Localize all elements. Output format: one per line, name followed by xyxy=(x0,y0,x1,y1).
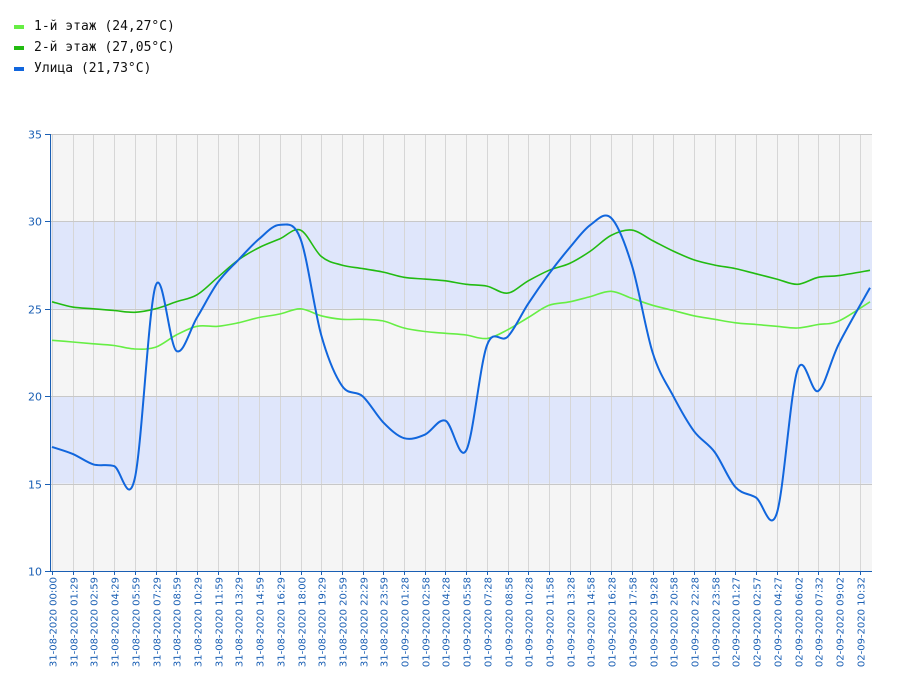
x-tick-label: 31-08-2020 11:59 xyxy=(215,577,226,667)
y-tick-label: 25 xyxy=(28,304,42,317)
legend-swatch-floor1 xyxy=(14,24,24,29)
x-tick-label: 01-09-2020 10:28 xyxy=(525,577,536,667)
plot-area-background xyxy=(50,134,872,571)
x-tick-label: 01-09-2020 08:58 xyxy=(505,577,516,667)
x-tick-label: 01-09-2020 13:28 xyxy=(567,577,578,667)
legend-label-street: Улица (21,73°C) xyxy=(34,61,152,76)
x-tick-label: 31-08-2020 23:59 xyxy=(380,577,391,667)
legend-swatch-street xyxy=(14,66,24,71)
x-tick-label: 01-09-2020 07:28 xyxy=(484,577,495,667)
x-tick-label: 01-09-2020 14:58 xyxy=(587,577,598,667)
x-tick-label: 31-08-2020 13:29 xyxy=(235,577,246,667)
y-tick-label: 30 xyxy=(28,216,42,229)
x-tick-label: 31-08-2020 10:29 xyxy=(194,577,205,667)
x-tick-label: 02-09-2020 01:27 xyxy=(732,577,743,667)
x-tick-label: 01-09-2020 05:58 xyxy=(463,577,474,667)
x-tick-label: 02-09-2020 04:27 xyxy=(774,577,785,667)
x-tick-label: 31-08-2020 07:29 xyxy=(153,577,164,667)
x-tick-label: 01-09-2020 01:28 xyxy=(401,577,412,667)
x-tick-label: 02-09-2020 10:32 xyxy=(857,577,868,667)
x-tick-label: 02-09-2020 09:02 xyxy=(836,577,847,667)
legend-label-floor2: 2-й этаж (27,05°C) xyxy=(34,40,175,55)
x-tick-label: 02-09-2020 06:02 xyxy=(795,577,806,667)
series-line-floor1 xyxy=(51,290,871,351)
y-tick-label: 15 xyxy=(28,479,42,492)
highlight-band-1 xyxy=(50,221,872,309)
legend-item-street: Улица (21,73°C) xyxy=(14,58,175,79)
x-tick-label: 01-09-2020 20:58 xyxy=(670,577,681,667)
x-tick-label: 01-09-2020 16:28 xyxy=(608,577,619,667)
x-tick-label: 02-09-2020 02:57 xyxy=(753,577,764,667)
x-tick-label: 31-08-2020 00:00 xyxy=(49,577,60,667)
x-tick-label: 31-08-2020 18:00 xyxy=(298,577,309,667)
x-tick-label: 31-08-2020 22:29 xyxy=(360,577,371,667)
x-tick-label: 31-08-2020 08:59 xyxy=(173,577,184,667)
y-tick-label: 35 xyxy=(28,129,42,142)
x-tick-label: 01-09-2020 11:58 xyxy=(546,577,557,667)
x-tick-label: 01-09-2020 19:28 xyxy=(650,577,661,667)
x-tick-label: 01-09-2020 17:58 xyxy=(629,577,640,667)
legend-item-floor2: 2-й этаж (27,05°C) xyxy=(14,37,175,58)
x-tick-label: 31-08-2020 05:59 xyxy=(132,577,143,667)
x-tick-label: 01-09-2020 22:28 xyxy=(691,577,702,667)
legend-item-floor1: 1-й этаж (24,27°C) xyxy=(14,16,175,37)
x-tick-label: 01-09-2020 04:28 xyxy=(442,577,453,667)
series-line-floor2 xyxy=(51,228,871,314)
y-tick-label: 20 xyxy=(28,391,42,404)
x-tick-label: 31-08-2020 16:29 xyxy=(277,577,288,667)
x-tick-label: 02-09-2020 07:32 xyxy=(815,577,826,667)
x-tick-label: 31-08-2020 01:29 xyxy=(70,577,81,667)
x-tick-label: 31-08-2020 20:59 xyxy=(339,577,350,667)
y-tick-label: 10 xyxy=(28,566,42,579)
x-tick-label: 31-08-2020 19:29 xyxy=(318,577,329,667)
x-tick-label: 31-08-2020 02:59 xyxy=(90,577,101,667)
series-line-street xyxy=(51,214,871,522)
x-tick-label: 31-08-2020 04:29 xyxy=(111,577,122,667)
x-tick-label: 31-08-2020 14:59 xyxy=(256,577,267,667)
legend-label-floor1: 1-й этаж (24,27°C) xyxy=(34,19,175,34)
x-tick-label: 01-09-2020 23:58 xyxy=(712,577,723,667)
highlight-band-0 xyxy=(50,396,872,484)
chart-legend: 1-й этаж (24,27°C) 2-й этаж (27,05°C) Ул… xyxy=(14,16,175,79)
x-tick-label: 01-09-2020 02:58 xyxy=(422,577,433,667)
legend-swatch-floor2 xyxy=(14,45,24,50)
